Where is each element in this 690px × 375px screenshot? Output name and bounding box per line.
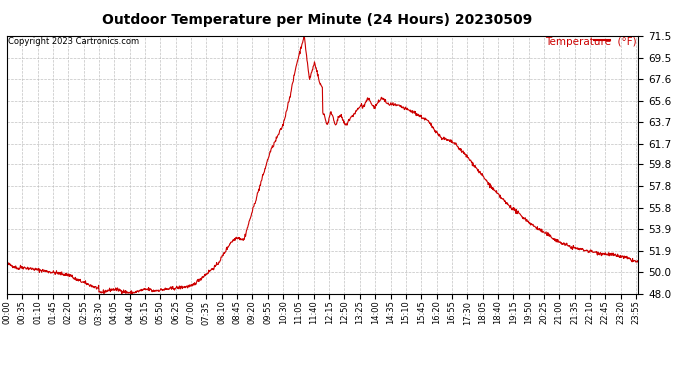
Text: Temperature  (°F): Temperature (°F) — [545, 37, 637, 47]
Text: Copyright 2023 Cartronics.com: Copyright 2023 Cartronics.com — [8, 37, 139, 46]
Text: Outdoor Temperature per Minute (24 Hours) 20230509: Outdoor Temperature per Minute (24 Hours… — [102, 13, 533, 27]
